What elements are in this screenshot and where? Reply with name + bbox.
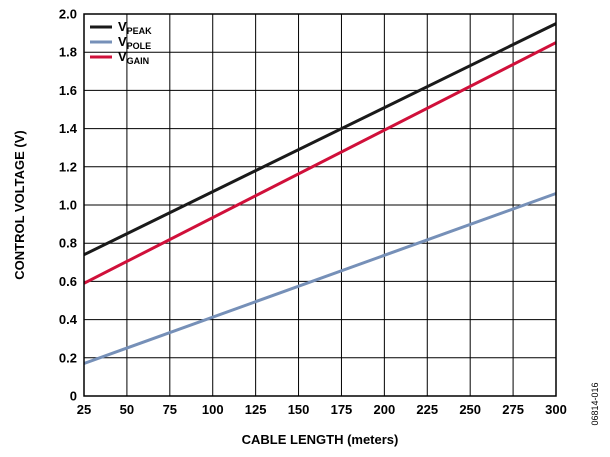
y-tick-label: 0.6 [59, 274, 77, 289]
series-line-gain [83, 41, 557, 285]
x-tick-label: 225 [416, 402, 438, 417]
x-tick-label: 100 [202, 402, 224, 417]
x-tick-label: 275 [502, 402, 524, 417]
x-tick-label: 300 [545, 402, 567, 417]
y-tick-label: 0 [70, 389, 77, 404]
series-line-pole [83, 192, 557, 365]
y-tick-label: 1.0 [59, 198, 77, 213]
y-tick-label: 1.6 [59, 83, 77, 98]
x-tick-label: 150 [288, 402, 310, 417]
figure-id: 06814-016 [590, 382, 600, 425]
x-tick-label: 125 [245, 402, 267, 417]
x-axis-title: CABLE LENGTH (meters) [242, 432, 399, 447]
legend-label: VGAIN [118, 49, 149, 66]
y-tick-label: 0.2 [59, 350, 77, 365]
x-tick-label: 50 [120, 402, 134, 417]
plot-frame [83, 13, 557, 397]
series-lines [83, 22, 557, 365]
y-tick-labels: 0 0.2 0.4 0.6 0.8 1.0 1.2 1.4 1.6 1.8 2.0 [59, 7, 78, 404]
y-tick-label: 0.4 [59, 312, 78, 327]
y-tick-label: 1.4 [59, 121, 78, 136]
y-tick-label: 1.8 [59, 45, 77, 60]
x-tick-label: 75 [163, 402, 177, 417]
x-tick-label: 25 [77, 402, 91, 417]
x-tick-label: 200 [374, 402, 396, 417]
series-line-peak [83, 22, 557, 257]
x-tick-label: 250 [459, 402, 481, 417]
x-tick-label: 175 [331, 402, 353, 417]
y-axis-title: CONTROL VOLTAGE (V) [12, 130, 27, 280]
y-tick-label: 2.0 [59, 7, 77, 22]
x-tick-labels: 25 50 75 100 125 150 175 200 225 250 275 300 [77, 402, 567, 417]
y-tick-label: 0.8 [59, 236, 77, 251]
y-tick-label: 1.2 [59, 159, 77, 174]
